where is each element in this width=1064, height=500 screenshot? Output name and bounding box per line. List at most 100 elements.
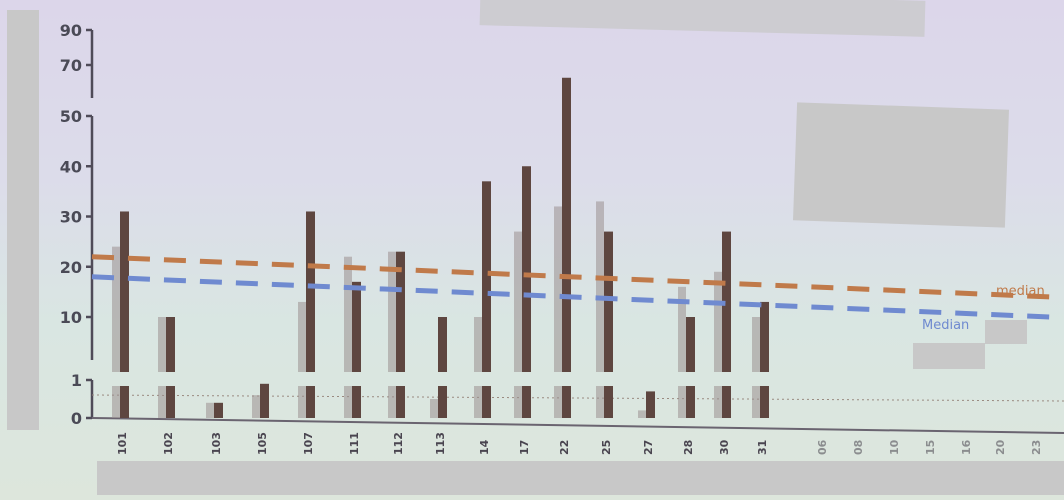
bar-dark — [604, 231, 613, 372]
bar-light — [112, 246, 120, 372]
category-label: 17 — [518, 440, 531, 455]
bar-dark — [396, 251, 405, 372]
bar-light — [252, 395, 260, 418]
category-label: 15 — [924, 440, 937, 455]
bar-light — [298, 301, 306, 372]
y-tick-label: 50 — [60, 107, 82, 126]
category-label: 102 — [162, 432, 175, 455]
median-line-blue — [91, 274, 1051, 320]
category-label: 16 — [960, 439, 973, 455]
bar-dark — [562, 77, 571, 132]
category-label: 101 — [116, 432, 129, 455]
category-label: 14 — [478, 439, 491, 455]
bar-light — [752, 386, 760, 418]
bar-dark — [306, 211, 315, 372]
category-label: 27 — [642, 440, 655, 455]
y-tick-label: 90 — [60, 21, 82, 40]
bar-dark — [562, 386, 571, 418]
category-label: 23 — [1030, 440, 1043, 455]
bar-light — [514, 231, 522, 372]
redacted-annotation-2 — [985, 320, 1027, 344]
category-label: 28 — [682, 440, 695, 455]
category-label: 20 — [994, 439, 1007, 455]
median-line-orange — [91, 254, 1051, 300]
bar-light — [158, 317, 166, 372]
y-tick-label: 10 — [60, 308, 82, 327]
bar-dark — [562, 116, 571, 372]
category-label: 06 — [816, 439, 829, 455]
bar-dark — [166, 386, 175, 418]
bar-light — [596, 201, 604, 372]
y-tick-label: 40 — [60, 157, 82, 176]
bar-dark — [760, 386, 769, 418]
median-lines: median Median — [91, 254, 1051, 333]
category-labels: 101 102 103 105 107 111 112 113 14 17 22 25 27 28 30 31… — [116, 432, 1043, 455]
category-label: 107 — [302, 432, 315, 455]
redacted-annotation-1 — [913, 343, 985, 369]
bar-light — [678, 286, 686, 372]
bar-light — [514, 386, 522, 418]
bar-light — [206, 402, 214, 418]
y-tick-label: 70 — [60, 56, 82, 75]
y-tick-label: 0 — [71, 409, 82, 428]
category-label: 30 — [718, 439, 731, 455]
bar-dark — [396, 386, 405, 418]
bar-dark — [120, 386, 129, 418]
bar-dark — [482, 386, 491, 418]
bar-light — [344, 386, 352, 418]
bar-dark — [166, 317, 175, 372]
bar-light — [430, 399, 438, 418]
bar-light — [638, 410, 646, 418]
bar-light — [678, 386, 686, 418]
bar-dark — [438, 317, 447, 372]
bar-light — [474, 386, 482, 418]
category-label: 31 — [756, 440, 769, 455]
category-label: 103 — [210, 432, 223, 455]
bar-light — [112, 386, 120, 418]
y-tick-label: 30 — [60, 208, 82, 227]
median-label: Median — [922, 318, 969, 333]
bar-dark — [522, 386, 531, 418]
bar-dark — [522, 166, 531, 372]
bar-light — [596, 386, 604, 418]
bar-light — [474, 317, 482, 372]
y-tick-label: 20 — [60, 258, 82, 277]
bar-light — [158, 386, 166, 418]
bar-dark — [646, 391, 655, 418]
bar-dark — [438, 386, 447, 418]
category-label: 113 — [434, 432, 447, 455]
redacted-legend — [793, 102, 1009, 228]
bars — [112, 77, 769, 418]
bar-light — [714, 386, 722, 418]
category-label: 22 — [558, 440, 571, 455]
bar-light — [388, 386, 396, 418]
redacted-x-axis-title — [97, 461, 1064, 495]
y-tick-label: 1 — [71, 371, 82, 390]
bar-dark — [214, 402, 223, 418]
category-label: 112 — [392, 432, 405, 455]
redacted-y-axis-title — [7, 10, 39, 430]
y-axis: 0 1 10 20 30 40 50 70 90 — [60, 21, 1064, 434]
category-label: 25 — [600, 440, 613, 455]
bar-dark — [306, 386, 315, 418]
bar-light — [344, 256, 352, 372]
bar-light — [554, 206, 562, 372]
category-label: 111 — [348, 432, 361, 455]
bar-light — [714, 271, 722, 372]
bar-dark — [686, 317, 695, 372]
bar-dark — [120, 211, 129, 372]
bar-dark — [722, 231, 731, 372]
median-label: median — [996, 284, 1045, 299]
bar-dark — [352, 386, 361, 418]
bar-dark — [260, 383, 269, 418]
category-label: 105 — [256, 432, 269, 455]
bar-dark — [482, 181, 491, 372]
reference-dotted-line — [91, 394, 1064, 402]
bar-dark — [686, 386, 695, 418]
bar-dark — [760, 301, 769, 372]
x-axis-line — [91, 417, 1064, 434]
category-label: 08 — [852, 440, 865, 455]
bar-light — [298, 386, 306, 418]
bar-dark — [352, 281, 361, 372]
